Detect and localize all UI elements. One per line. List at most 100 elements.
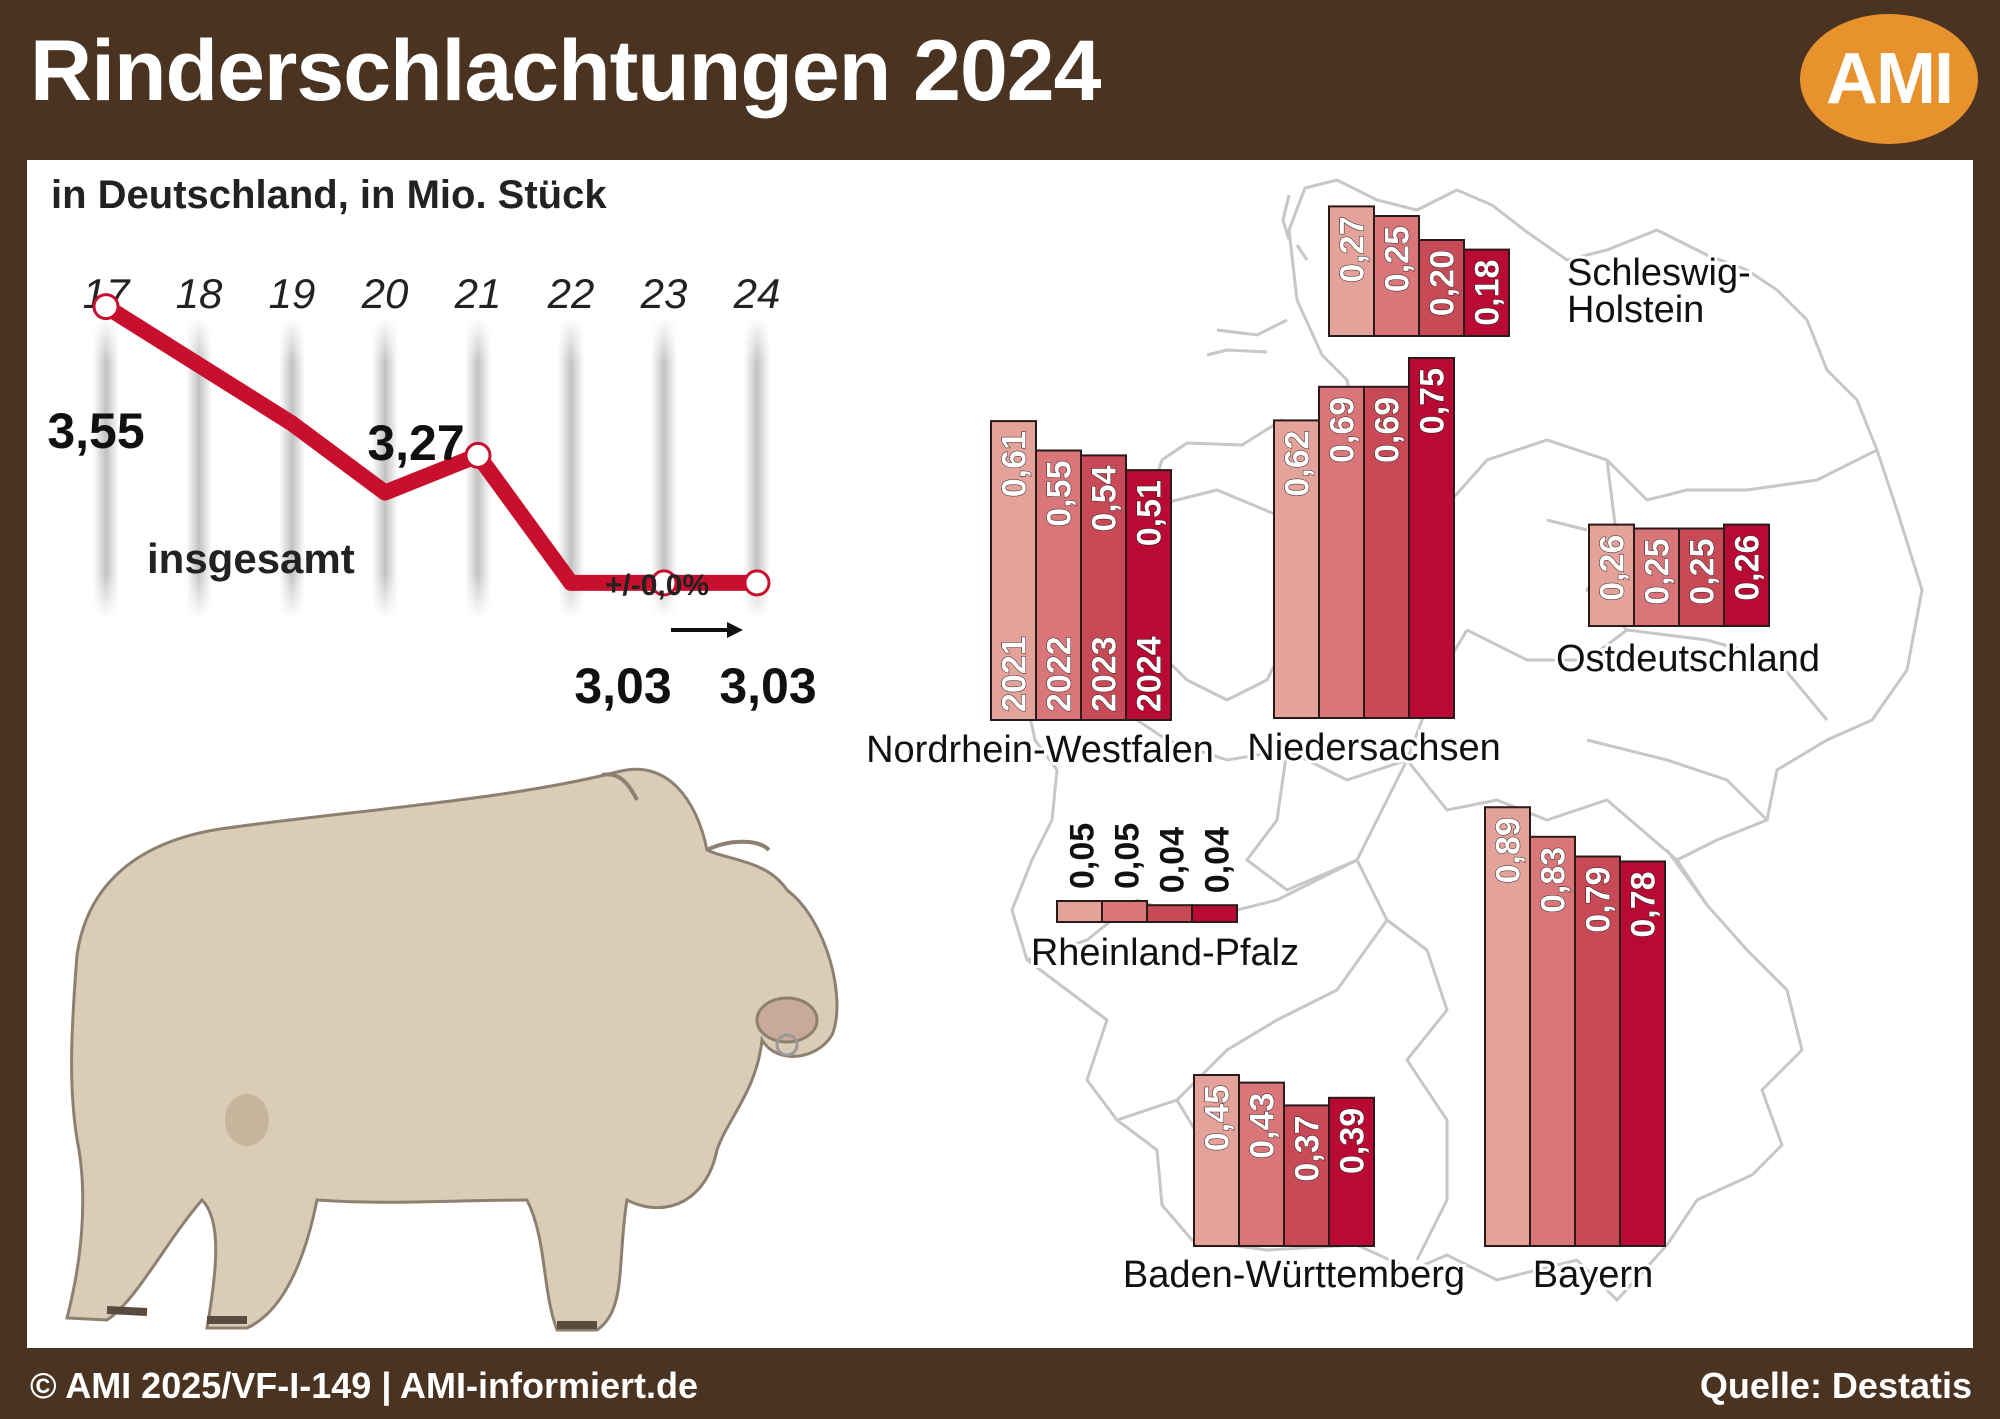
bar-value-baden-wuerttemberg-2022: 0,43 [1244,1093,1282,1159]
bar-baden-wuerttemberg-2024 [1328,1096,1375,1247]
chart-panel: in Deutschland, in Mio. Stück 1718192021… [27,160,1973,1348]
bar-value-schleswig-holstein-2022: 0,25 [1379,226,1417,292]
point-24 [743,569,771,597]
bar-schleswig-holstein-2022 [1373,215,1420,337]
region-label-schleswig-holstein-1: Schleswig- [1567,252,1751,294]
value-label-24: 3,03 [719,658,816,714]
year-column-fade-23 [651,318,677,618]
bar-value-bayern-2021: 0,89 [1490,817,1528,883]
bar-ostdeutschland-2022 [1633,527,1680,627]
bar-value-rheinland-pfalz-2022: 0,05 [1109,823,1147,889]
bar-niedersachsen-2022 [1318,385,1365,720]
region-label-schleswig-holstein-2: Holstein [1567,289,1704,331]
north-sea-islands [1206,194,1309,357]
bar-value-nordrhein-westfalen-2023: 0,54 [1086,465,1124,531]
ami-logo: AMI [1800,14,1978,144]
bar-nordrhein-westfalen-2024 [1125,469,1172,721]
bar-year-2024: 2024 [1131,636,1169,712]
line-value-labels: 3,55 3,27 3,03 3,03 [47,403,816,714]
logo-text: AMI [1826,39,1954,119]
bar-ostdeutschland-2024 [1723,523,1770,628]
bar-value-ostdeutschland-2022: 0,25 [1639,539,1677,605]
bar-group-bayern: 0,89 0,83 0,79 0,78 Bayern [1484,806,1666,1299]
bar-bayern-2023 [1574,855,1621,1248]
year-column-fade-24 [744,318,770,618]
bar-year-2023: 2023 [1086,636,1124,712]
region-label-ostdeutschland: Ostdeutschland [1556,638,1820,680]
bar-baden-wuerttemberg-2023 [1283,1104,1330,1248]
bar-bayern-2022 [1529,835,1576,1247]
bar-schleswig-holstein-2023 [1418,239,1465,337]
insgesamt-line [98,298,765,591]
bar-value-ostdeutschland-2023: 0,25 [1684,539,1722,605]
bar-ostdeutschland-2021 [1588,523,1635,628]
bar-value-nordrhein-westfalen-2022: 0,55 [1041,461,1079,527]
bar-bayern-2021 [1484,806,1531,1247]
bar-value-niedersachsen-2021: 0,62 [1279,430,1317,496]
region-label-rheinland-pfalz: Rheinland-Pfalz [1031,932,1299,974]
bar-rheinland-pfalz-2021 [1056,900,1103,923]
year-tick-18: 18 [176,270,223,317]
bar-schleswig-holstein-2024 [1463,248,1510,337]
bar-schleswig-holstein-2021 [1328,205,1375,338]
year-tick-24: 24 [733,270,781,317]
arrow-right-icon [671,622,743,638]
series-label-insgesamt: insgesamt [147,535,355,582]
bar-value-ostdeutschland-2024: 0,26 [1729,535,1767,601]
bull-illustration [65,767,839,1332]
bar-group-schleswig-holstein: 0,27 0,25 0,20 0,18 Schleswig-Holstein [1328,205,1754,338]
chart-canvas: in Deutschland, in Mio. Stück 1718192021… [47,173,1924,1332]
bar-baden-wuerttemberg-2022 [1238,1081,1285,1247]
line-series [92,293,771,597]
bar-value-baden-wuerttemberg-2021: 0,45 [1199,1085,1237,1151]
source-note: Quelle: Destatis [1699,1365,1972,1406]
year-labels: 1718192021222324 [83,270,781,317]
region-label-bayern: Bayern [1533,1254,1653,1296]
bar-value-rheinland-pfalz-2023: 0,04 [1154,827,1192,893]
bar-value-nordrhein-westfalen-2024: 0,51 [1131,480,1169,546]
bar-value-nordrhein-westfalen-2021: 0,61 [996,431,1034,497]
year-column-fade-19 [279,318,305,618]
year-tick-23: 23 [640,270,688,317]
region-label-baden-wuerttemberg: Baden-Württemberg [1123,1254,1465,1296]
bar-niedersachsen-2023 [1363,385,1410,720]
value-label-17: 3,55 [47,403,144,459]
point-17 [92,293,120,321]
point-23 [650,569,678,597]
bar-value-bayern-2023: 0,79 [1580,867,1618,933]
bar-rheinland-pfalz-2024 [1191,904,1238,924]
bar-nordrhein-westfalen-2023 [1080,454,1127,721]
regional-bar-groups: 0,27 0,25 0,20 0,18 Schleswig-Holstein 0,61 20… [863,205,1823,1299]
year-tick-21: 21 [454,270,502,317]
year-column-fade-17 [93,318,119,618]
bar-rheinland-pfalz-2023 [1146,904,1193,924]
bar-value-niedersachsen-2022: 0,69 [1324,397,1362,463]
bar-year-2021: 2021 [996,636,1034,712]
year-tick-19: 19 [269,270,316,317]
year-tick-20: 20 [361,270,409,317]
bar-value-rheinland-pfalz-2024: 0,04 [1199,827,1237,893]
bar-bayern-2024 [1619,860,1666,1248]
bar-value-schleswig-holstein-2021: 0,27 [1334,216,1372,282]
copyright-notice: © AMI 2025/VF-I-149 | AMI-informiert.de [30,1365,699,1406]
value-label-23: 3,03 [574,658,671,714]
bar-value-niedersachsen-2024: 0,75 [1414,368,1452,434]
bar-value-bayern-2024: 0,78 [1625,871,1663,937]
bar-value-baden-wuerttemberg-2023: 0,37 [1289,1115,1327,1181]
bar-value-niedersachsen-2023: 0,69 [1369,397,1407,463]
bar-nordrhein-westfalen-2022 [1035,449,1082,721]
region-label-niedersachsen: Niedersachsen [1247,727,1500,769]
bar-value-rheinland-pfalz-2021: 0,05 [1064,823,1102,889]
line-chart-subtitle: in Deutschland, in Mio. Stück [51,173,607,217]
year-column-fade-20 [372,318,398,618]
bar-value-schleswig-holstein-2023: 0,20 [1424,250,1462,316]
bar-year-2022: 2022 [1041,636,1079,712]
change-annotation: +/-0,0% [605,569,709,602]
point-21 [464,441,492,469]
bar-rheinland-pfalz-2022 [1101,900,1148,923]
bar-value-baden-wuerttemberg-2024: 0,39 [1334,1108,1372,1174]
bar-value-bayern-2022: 0,83 [1535,847,1573,913]
